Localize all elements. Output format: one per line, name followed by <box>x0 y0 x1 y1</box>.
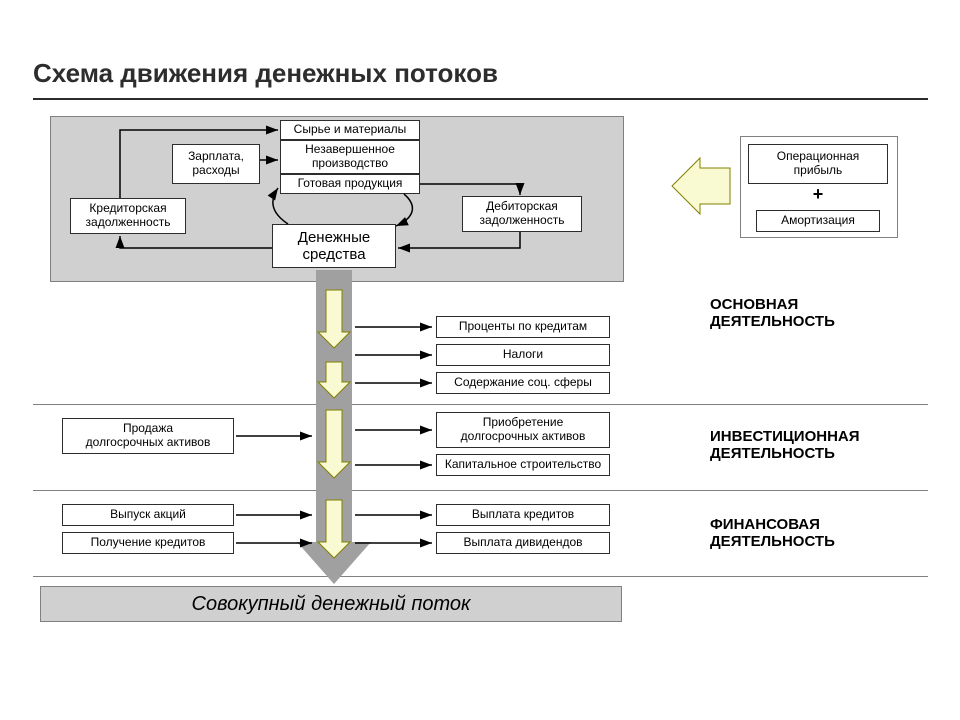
big-down-arrow-icon <box>297 270 371 584</box>
box-raw: Сырье и материалы <box>280 120 420 140</box>
box-amort: Амортизация <box>756 210 880 232</box>
box-finished: Готовая продукция <box>280 174 420 194</box>
box-shares: Выпуск акций <box>62 504 234 526</box>
box-getloans: Получение кредитов <box>62 532 234 554</box>
box-salary-text: Зарплата,расходы <box>188 150 244 178</box>
box-sale-assets-text: Продажадолгосрочных активов <box>86 422 211 450</box>
box-wip-text: Незавершенноепроизводство <box>305 143 395 171</box>
label-investing-2: ДЕЯТЕЛЬНОСТЬ <box>710 445 835 462</box>
box-debtor-text: Дебиторскаязадолженность <box>480 200 565 228</box>
box-payloans: Выплата кредитов <box>436 504 610 526</box>
box-dividends-text: Выплата дивидендов <box>463 536 582 550</box>
box-amort-text: Амортизация <box>781 214 855 228</box>
rule-div2 <box>33 490 928 491</box>
box-finished-text: Готовая продукция <box>298 177 403 191</box>
box-cash: Денежныесредства <box>272 224 396 268</box>
box-sale-assets: Продажадолгосрочных активов <box>62 418 234 454</box>
box-capex-text: Капитальное строительство <box>445 458 601 472</box>
rule-div3 <box>33 576 928 577</box>
box-social: Содержание соц. сферы <box>436 372 610 394</box>
box-debtor: Дебиторскаязадолженность <box>462 196 582 232</box>
label-financing: ФИНАНСОВАЯ ДЕЯТЕЛЬНОСТЬ <box>710 516 835 550</box>
page-title: Схема движения денежных потоков <box>33 58 498 89</box>
box-dividends: Выплата дивидендов <box>436 532 610 554</box>
box-opprofit-text: Операционнаяприбыль <box>777 150 860 178</box>
box-buy-assets: Приобретениедолгосрочных активов <box>436 412 610 448</box>
box-cash-text: Денежныесредства <box>298 229 370 264</box>
box-creditor: Кредиторскаязадолженность <box>70 198 186 234</box>
box-wip: Незавершенноепроизводство <box>280 140 420 174</box>
yellow-down-arrows-icon <box>318 290 350 558</box>
rule-top <box>33 98 928 100</box>
box-interest: Проценты по кредитам <box>436 316 610 338</box>
out-arrows <box>355 327 432 543</box>
final-box: Совокупный денежный поток <box>40 586 622 622</box>
rule-div1 <box>33 404 928 405</box>
box-interest-text: Проценты по кредитам <box>459 320 587 334</box>
label-investing-1: ИНВЕСТИЦИОННАЯ <box>710 428 860 445</box>
box-social-text: Содержание соц. сферы <box>454 376 592 390</box>
label-financing-2: ДЕЯТЕЛЬНОСТЬ <box>710 533 835 550</box>
box-buy-assets-text: Приобретениедолгосрочных активов <box>461 416 586 444</box>
box-raw-text: Сырье и материалы <box>294 123 407 137</box>
box-shares-text: Выпуск акций <box>110 508 186 522</box>
box-creditor-text: Кредиторскаязадолженность <box>86 202 171 230</box>
wide-left-arrow-icon <box>672 158 730 214</box>
label-operating: ОСНОВНАЯ ДЕЯТЕЛЬНОСТЬ <box>710 296 835 330</box>
box-tax: Налоги <box>436 344 610 366</box>
box-opprofit: Операционнаяприбыль <box>748 144 888 184</box>
label-operating-2: ДЕЯТЕЛЬНОСТЬ <box>710 313 835 330</box>
label-operating-1: ОСНОВНАЯ <box>710 296 798 313</box>
box-getloans-text: Получение кредитов <box>91 536 206 550</box>
box-salary: Зарплата,расходы <box>172 144 260 184</box>
label-investing: ИНВЕСТИЦИОННАЯ ДЕЯТЕЛЬНОСТЬ <box>710 428 860 462</box>
final-box-text: Совокупный денежный поток <box>192 593 471 616</box>
box-tax-text: Налоги <box>503 348 543 362</box>
label-financing-1: ФИНАНСОВАЯ <box>710 516 820 533</box>
plus-sign: + <box>806 184 830 205</box>
box-capex: Капитальное строительство <box>436 454 610 476</box>
box-payloans-text: Выплата кредитов <box>472 508 574 522</box>
